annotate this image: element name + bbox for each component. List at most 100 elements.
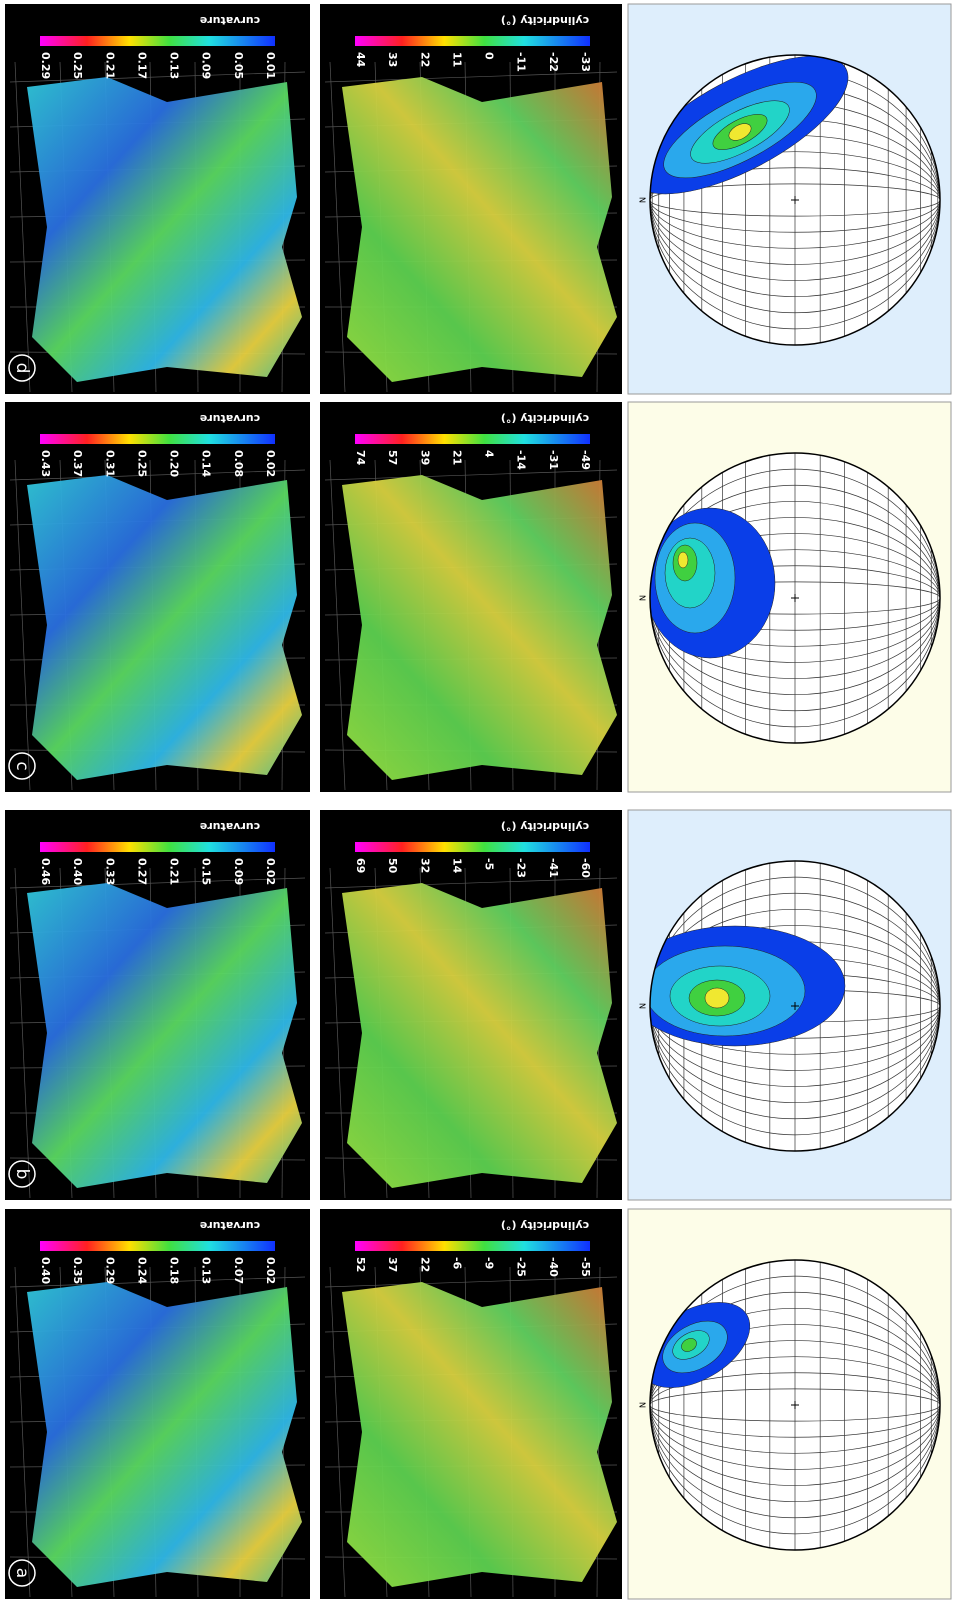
colorbar-title: curvature xyxy=(200,14,260,27)
colorbar xyxy=(40,1241,275,1251)
north-label: N xyxy=(638,197,647,203)
colorbar-tick-label: -5 xyxy=(483,858,496,870)
colorbar-tick-label: 52 xyxy=(354,1257,367,1272)
colorbar-tick-label: 69 xyxy=(354,858,367,873)
colorbar-tick-label: -31 xyxy=(547,450,560,470)
surface xyxy=(27,77,302,382)
colorbar-tick-label: 33 xyxy=(386,52,399,67)
north-label: N xyxy=(638,595,647,601)
contour xyxy=(705,988,729,1008)
colorbar-title: cylindricity (°) xyxy=(501,1219,589,1232)
colorbar-tick-label: 0.08 xyxy=(232,450,245,477)
colorbar-tick-label: 37 xyxy=(386,1257,399,1272)
colorbar xyxy=(355,434,590,444)
colorbar-tick-label: 0.31 xyxy=(103,450,116,477)
surface xyxy=(27,883,302,1188)
colorbar xyxy=(355,36,590,46)
colorbar-tick-label: -40 xyxy=(547,1257,560,1277)
colorbar-tick-label: 0.37 xyxy=(71,450,84,477)
panel-label: a xyxy=(12,1568,32,1578)
colorbar-tick-label: 0.27 xyxy=(135,858,148,885)
colorbar xyxy=(40,842,275,852)
colorbar-tick-label: 4 xyxy=(483,450,496,458)
colorbar-tick-label: 0.17 xyxy=(135,52,148,79)
colorbar-title: curvature xyxy=(200,820,260,833)
colorbar-tick-label: 0.02 xyxy=(264,1257,277,1284)
colorbar-tick-label: 0.33 xyxy=(103,858,116,885)
colorbar-tick-label: 0.35 xyxy=(71,1257,84,1284)
colorbar-tick-label: 0.18 xyxy=(168,1257,181,1284)
panel-label: b xyxy=(12,1169,32,1180)
panel: curvature 0.46 0.40 0.33 0.27 0.21 0.15 0.09 0.0… xyxy=(5,810,951,1200)
colorbar-tick-label: 0.13 xyxy=(168,52,181,79)
colorbar-tick-label: -22 xyxy=(547,52,560,72)
panel: curvature0.290.250.210.170.130.090.050.0… xyxy=(5,4,951,394)
colorbar-tick-label: 44 xyxy=(354,52,367,68)
colorbar-tick-label: 0.40 xyxy=(39,1257,52,1284)
contour xyxy=(678,552,688,568)
colorbar-tick-label: 22 xyxy=(418,52,431,67)
colorbar-tick-label: 11 xyxy=(450,52,463,67)
colorbar-title: curvature xyxy=(200,1219,260,1232)
colorbar-tick-label: 22 xyxy=(418,1257,431,1272)
colorbar xyxy=(40,434,275,444)
surface xyxy=(342,475,617,780)
colorbar xyxy=(355,842,590,852)
colorbar-tick-label: -9 xyxy=(483,1257,496,1269)
colorbar-tick-label: 0.29 xyxy=(103,1257,116,1284)
colorbar-tick-label: -14 xyxy=(515,450,528,470)
colorbar-tick-label: 0.05 xyxy=(232,52,245,79)
surface xyxy=(342,1282,617,1587)
figure: curvature 0.40 0.35 0.29 0.24 0.18 0.13 0.07 0.0… xyxy=(0,0,953,1609)
colorbar-tick-label: 57 xyxy=(386,450,399,465)
colorbar-tick-label: 0.46 xyxy=(39,858,52,885)
colorbar-tick-label: 0.01 xyxy=(264,52,277,79)
colorbar-tick-label: 0.02 xyxy=(264,450,277,477)
surface xyxy=(27,1282,302,1587)
colorbar-tick-label: -60 xyxy=(579,858,592,878)
colorbar-title: curvature xyxy=(200,412,260,425)
colorbar-tick-label: 50 xyxy=(386,858,399,874)
colorbar-tick-label: 0.29 xyxy=(39,52,52,79)
colorbar xyxy=(40,36,275,46)
colorbar-tick-label: 0.21 xyxy=(103,52,116,79)
colorbar-tick-label: 0.15 xyxy=(200,858,213,885)
north-label: N xyxy=(638,1402,647,1408)
colorbar-tick-label: -55 xyxy=(579,1257,592,1277)
colorbar-tick-label: 0.40 xyxy=(71,858,84,885)
colorbar-tick-label: -41 xyxy=(547,858,560,878)
colorbar-tick-label: 0 xyxy=(483,52,496,60)
colorbar-tick-label: -25 xyxy=(515,1257,528,1277)
colorbar-tick-label: 0.25 xyxy=(71,52,84,79)
panel: curvature 0.40 0.35 0.29 0.24 0.18 0.13 0.07 0.0… xyxy=(5,1209,951,1599)
colorbar-title: cylindricity (°) xyxy=(501,412,589,425)
colorbar-tick-label: 0.09 xyxy=(232,858,245,885)
panel-label: d xyxy=(12,363,32,374)
colorbar-tick-label: 0.21 xyxy=(168,858,181,885)
surface xyxy=(342,883,617,1188)
surface xyxy=(27,475,302,780)
colorbar-tick-label: 32 xyxy=(418,858,431,873)
colorbar-tick-label: 0.25 xyxy=(135,450,148,477)
north-label: N xyxy=(638,1003,647,1009)
colorbar-tick-label: 0.07 xyxy=(232,1257,245,1284)
colorbar-tick-label: -49 xyxy=(579,450,592,470)
colorbar-tick-label: -33 xyxy=(579,52,592,72)
panel: curvature 0.43 0.37 0.31 0.25 0.20 0.14 0.08 0.0… xyxy=(5,402,951,792)
colorbar-tick-label: 0.43 xyxy=(39,450,52,477)
page: curvature 0.40 0.35 0.29 0.24 0.18 0.13 0.07 0.0… xyxy=(0,0,953,1609)
colorbar-title: cylindricity (°) xyxy=(501,820,589,833)
panel-label: c xyxy=(12,761,32,770)
surface xyxy=(342,77,617,382)
colorbar-tick-label: 74 xyxy=(354,450,367,466)
colorbar-tick-label: 0.02 xyxy=(264,858,277,885)
colorbar-tick-label: 21 xyxy=(450,450,463,465)
colorbar-tick-label: 14 xyxy=(450,858,463,874)
colorbar-tick-label: 0.13 xyxy=(200,1257,213,1284)
colorbar-tick-label: 0.14 xyxy=(200,450,213,477)
colorbar-tick-label: 0.24 xyxy=(135,1257,148,1284)
colorbar-tick-label: -6 xyxy=(450,1257,463,1270)
colorbar-tick-label: -23 xyxy=(515,858,528,878)
colorbar-tick-label: 0.20 xyxy=(168,450,181,477)
colorbar-tick-label: -11 xyxy=(515,52,528,72)
